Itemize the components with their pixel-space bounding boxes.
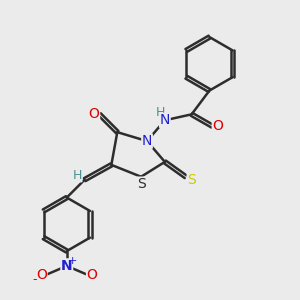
Text: +: + <box>68 256 77 266</box>
Text: H: H <box>73 169 82 182</box>
Text: -: - <box>32 273 37 286</box>
Text: O: O <box>89 107 100 121</box>
Text: S: S <box>187 173 196 187</box>
Text: O: O <box>87 268 98 282</box>
Text: O: O <box>36 268 47 282</box>
Text: N: N <box>61 259 73 273</box>
Text: O: O <box>212 119 223 133</box>
Text: H: H <box>156 106 165 119</box>
Text: N: N <box>142 134 152 148</box>
Text: N: N <box>160 113 170 127</box>
Text: S: S <box>137 177 146 191</box>
